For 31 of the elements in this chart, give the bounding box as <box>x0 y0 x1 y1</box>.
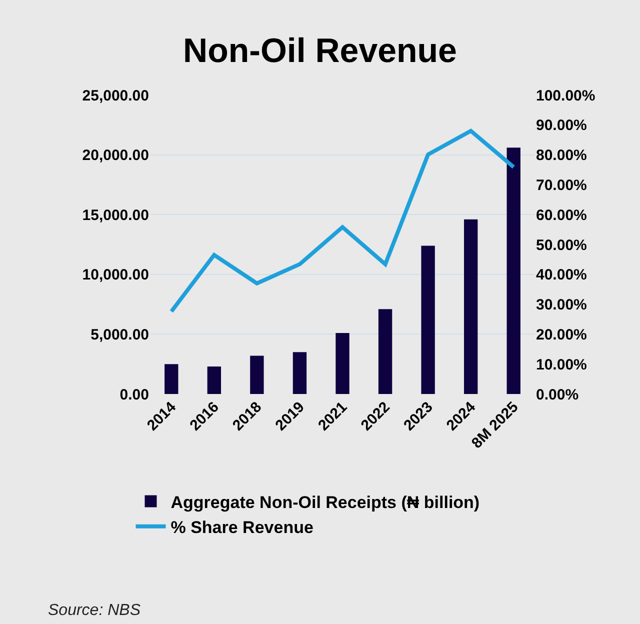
line-series <box>169 128 516 314</box>
y-tick-label: 0.00 <box>120 386 149 404</box>
chart-title: Non-Oil Revenue <box>183 32 457 70</box>
y2-tick-label: 40.00% <box>536 266 587 284</box>
y2-tick-label: 0.00% <box>536 386 579 404</box>
y2-tick-label: 50.00% <box>536 236 587 254</box>
bar <box>292 352 307 394</box>
y-tick-label: 5,000.00 <box>90 326 149 344</box>
legend-label: Aggregate Non-Oil Receipts (₦ billion) <box>170 492 480 512</box>
bar <box>250 356 264 394</box>
bar <box>336 333 350 394</box>
bar <box>378 309 392 394</box>
y-tick-label: 15,000.00 <box>82 206 149 224</box>
source-note: Source: NBS <box>48 602 141 619</box>
legend-label: % Share Revenue <box>170 518 314 537</box>
bar <box>207 366 222 394</box>
y-tick-label: 20,000.00 <box>82 147 149 164</box>
bar <box>506 148 520 394</box>
y2-tick-label: 90.00% <box>536 117 587 134</box>
y-tick-label: 25,000.00 <box>82 87 149 104</box>
y2-tick-label: 10.00% <box>536 356 587 374</box>
y2-tick-label: 30.00% <box>536 296 587 314</box>
y2-tick-label: 70.00% <box>536 176 587 194</box>
y2-tick-label: 80.00% <box>536 147 587 164</box>
y2-tick-label: 60.00% <box>536 206 587 224</box>
y2-tick-label: 20.00% <box>536 326 587 344</box>
bar <box>421 246 435 394</box>
y-tick-label: 10,000.00 <box>82 266 149 284</box>
bar <box>164 364 178 394</box>
bar <box>464 219 478 394</box>
y2-tick-label: 100.00% <box>536 87 596 104</box>
